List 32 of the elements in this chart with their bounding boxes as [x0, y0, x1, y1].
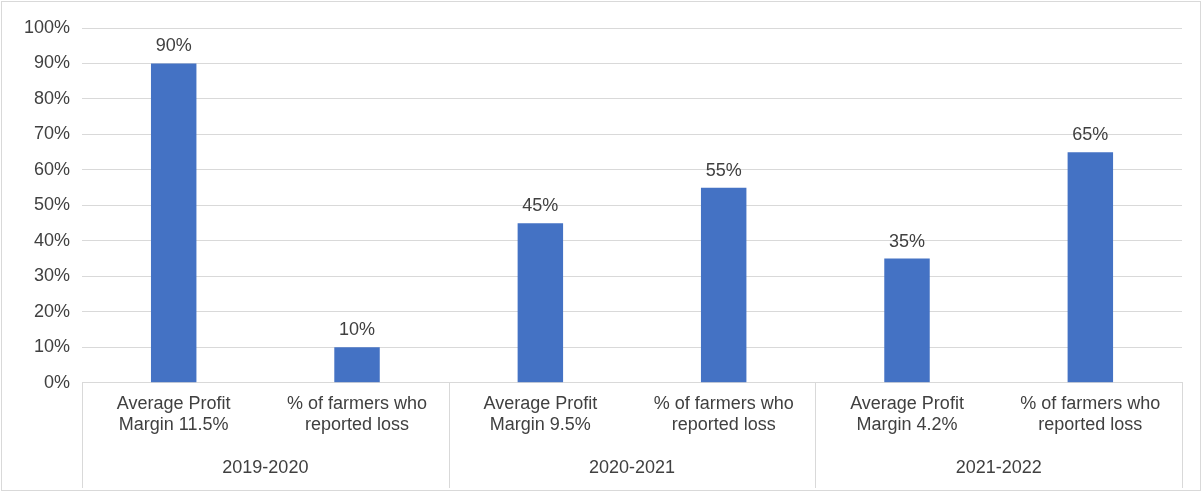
data-label: 35%: [888, 230, 926, 251]
y-tick-label: 20%: [34, 300, 71, 321]
x-tick-label: % of farmers who reported loss: [287, 392, 428, 435]
y-tick-label: 90%: [34, 52, 71, 73]
bar: [1067, 152, 1114, 383]
y-tick-label: 40%: [34, 229, 71, 250]
x-tick-label: Average Profit Margin 9.5%: [483, 392, 598, 435]
data-label: 90%: [155, 35, 192, 56]
x-tick-label: Average Profit Margin 4.2%: [850, 392, 964, 435]
data-label: 45%: [522, 195, 559, 216]
bar: [884, 258, 930, 383]
text: 2020-2021: [588, 456, 676, 477]
x-tick-label: % of farmers who reported loss: [653, 392, 794, 435]
text: 2019-2020: [222, 456, 309, 477]
data-label: 10%: [339, 319, 376, 340]
y-tick-label: 100%: [23, 16, 71, 37]
x-tick-label: Average Profit Margin 11.5%: [116, 392, 231, 435]
y-tick-label: 50%: [34, 194, 71, 215]
bar: [334, 347, 380, 383]
y-tick-label: 0%: [44, 371, 71, 392]
bar: [517, 223, 564, 383]
bar: [700, 187, 747, 383]
x-tick-label: % of farmers who reported loss: [1020, 392, 1161, 435]
y-tick-label: 60%: [34, 158, 71, 179]
y-tick-label: 80%: [34, 87, 71, 108]
text: 2021-2022: [955, 456, 1042, 477]
data-label: 55%: [705, 159, 742, 180]
bar: [150, 63, 197, 383]
y-tick-label: 10%: [34, 336, 71, 357]
y-tick-label: 70%: [34, 123, 71, 144]
y-tick-label: 30%: [34, 265, 71, 286]
data-label: 65%: [1072, 124, 1109, 145]
